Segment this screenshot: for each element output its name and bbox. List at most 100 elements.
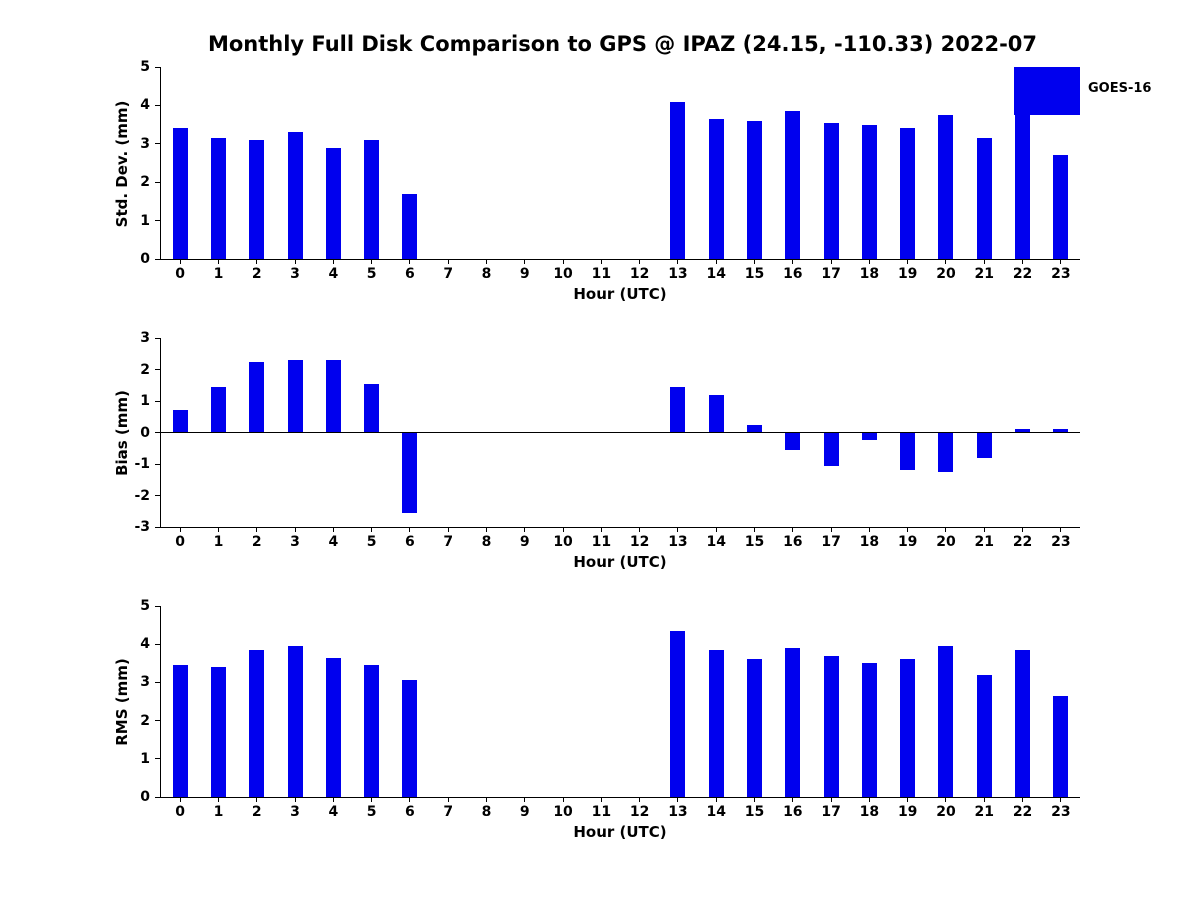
bar bbox=[747, 120, 763, 259]
bar bbox=[938, 646, 954, 797]
x-tick-label: 17 bbox=[821, 804, 841, 820]
x-tick-mark bbox=[754, 259, 756, 264]
x-tick-mark bbox=[715, 527, 717, 532]
x-tick-mark bbox=[179, 259, 181, 264]
bar bbox=[823, 655, 839, 797]
x-tick-label: 3 bbox=[290, 804, 300, 820]
x-tick-label: 7 bbox=[443, 266, 454, 282]
x-tick-label: 14 bbox=[706, 534, 726, 550]
x-tick-mark bbox=[754, 797, 756, 802]
y-tick-label: 1 bbox=[140, 750, 150, 767]
bar bbox=[287, 132, 303, 259]
x-tick-mark bbox=[868, 527, 870, 532]
bar bbox=[325, 360, 341, 433]
bar bbox=[708, 649, 724, 797]
x-tick-mark bbox=[294, 527, 296, 532]
bar bbox=[210, 386, 226, 433]
x-tick-mark bbox=[409, 527, 411, 532]
bar bbox=[823, 432, 839, 466]
x-tick-label: 3 bbox=[290, 266, 300, 282]
x-tick-label: 5 bbox=[366, 534, 377, 550]
x-tick-label: 23 bbox=[1051, 534, 1071, 550]
bar bbox=[976, 432, 992, 458]
x-tick-label: 1 bbox=[213, 804, 224, 820]
legend-label: GOES-16 bbox=[1088, 81, 1152, 96]
x-tick-mark bbox=[217, 259, 219, 264]
bar bbox=[708, 394, 724, 433]
x-tick-mark bbox=[562, 527, 564, 532]
y-tick-mark bbox=[155, 143, 161, 145]
y-tick-mark bbox=[155, 605, 161, 607]
x-tick-label: 0 bbox=[175, 266, 186, 282]
bar bbox=[900, 659, 916, 797]
x-tick-label: 10 bbox=[553, 266, 573, 282]
x-tick-label: 9 bbox=[519, 266, 530, 282]
bar bbox=[785, 648, 801, 797]
bar bbox=[402, 680, 418, 797]
x-axis-label: Hour (UTC) bbox=[573, 553, 667, 571]
bar bbox=[364, 383, 380, 433]
x-tick-label: 20 bbox=[936, 266, 956, 282]
bar bbox=[287, 646, 303, 797]
y-tick-label: 0 bbox=[140, 789, 150, 805]
bar bbox=[210, 667, 226, 797]
y-tick-label: 5 bbox=[140, 59, 150, 75]
x-tick-label: 18 bbox=[859, 266, 880, 282]
bar bbox=[900, 432, 916, 471]
x-tick-mark bbox=[447, 527, 449, 532]
x-axis-label: Hour (UTC) bbox=[573, 285, 667, 303]
x-tick-mark bbox=[600, 797, 602, 802]
x-tick-mark bbox=[485, 797, 487, 802]
x-tick-label: 3 bbox=[290, 534, 300, 550]
x-tick-label: 7 bbox=[443, 534, 454, 550]
x-tick-label: 11 bbox=[591, 804, 612, 820]
x-tick-mark bbox=[868, 259, 870, 264]
x-tick-mark bbox=[715, 259, 717, 264]
x-tick-label: 7 bbox=[443, 804, 454, 820]
x-tick-label: 22 bbox=[1012, 804, 1033, 820]
y-tick-mark bbox=[155, 432, 161, 433]
x-tick-label: 2 bbox=[251, 534, 262, 550]
bar bbox=[1015, 429, 1031, 433]
x-tick-label: 23 bbox=[1051, 266, 1071, 282]
y-tick-mark bbox=[155, 104, 161, 106]
y-tick-mark bbox=[155, 681, 161, 683]
bar bbox=[1053, 695, 1069, 797]
bar bbox=[402, 432, 418, 513]
bar bbox=[1053, 155, 1069, 259]
x-tick-label: 5 bbox=[366, 266, 377, 282]
bar bbox=[785, 111, 801, 259]
x-tick-mark bbox=[179, 527, 181, 532]
x-tick-label: 14 bbox=[706, 266, 726, 282]
bar bbox=[861, 124, 877, 259]
plot-area: -3 -2 -1 0 1 2 3 0 1 2 3 4 5 6 7 8 9 10 11 12 13 14 15 16 17 18 19… bbox=[134, 330, 1080, 550]
x-tick-label: 8 bbox=[481, 804, 492, 820]
x-tick-label: 20 bbox=[936, 804, 956, 820]
x-axis-label: Hour (UTC) bbox=[573, 823, 667, 841]
y-tick-label: 2 bbox=[140, 174, 150, 191]
x-tick-label: 21 bbox=[974, 266, 995, 282]
y-tick-mark bbox=[155, 720, 161, 722]
x-tick-label: 17 bbox=[821, 266, 841, 282]
x-tick-mark bbox=[332, 527, 334, 532]
x-tick-mark bbox=[830, 797, 832, 802]
bar bbox=[172, 665, 188, 797]
x-tick-label: 9 bbox=[519, 534, 530, 550]
x-tick-label: 18 bbox=[859, 804, 880, 820]
x-tick-mark bbox=[792, 259, 794, 264]
x-tick-label: 2 bbox=[251, 266, 262, 282]
x-tick-label: 6 bbox=[405, 534, 415, 550]
bar bbox=[670, 630, 686, 797]
x-tick-label: 14 bbox=[706, 804, 726, 820]
y-tick-label: 1 bbox=[140, 212, 150, 229]
y-tick-mark bbox=[155, 181, 161, 183]
x-tick-label: 19 bbox=[897, 534, 918, 550]
x-tick-mark bbox=[945, 259, 947, 264]
x-tick-label: 4 bbox=[328, 266, 339, 282]
bar bbox=[364, 139, 380, 259]
x-tick-mark bbox=[409, 259, 411, 264]
x-tick-mark bbox=[983, 797, 985, 802]
x-tick-mark bbox=[294, 797, 296, 802]
x-tick-label: 1 bbox=[213, 534, 224, 550]
x-tick-mark bbox=[792, 527, 794, 532]
